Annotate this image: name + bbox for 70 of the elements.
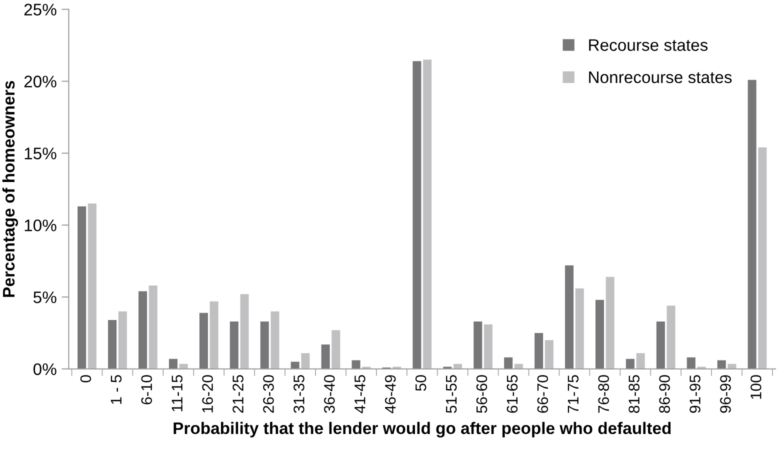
bar bbox=[118, 311, 127, 369]
bar bbox=[484, 324, 493, 369]
bar bbox=[656, 321, 665, 369]
bar bbox=[240, 294, 249, 369]
y-tick-label: 10% bbox=[24, 219, 56, 232]
bar bbox=[686, 357, 696, 369]
bar bbox=[332, 330, 340, 369]
bar bbox=[210, 301, 218, 369]
legend-label: Recourse states bbox=[589, 39, 708, 51]
y-axis-title: Percentage of homeowners bbox=[2, 80, 18, 297]
x-tick-label: 11-15 bbox=[172, 375, 183, 412]
y-tick-label: 20% bbox=[24, 76, 56, 88]
x-tick-label: 41-45 bbox=[354, 375, 366, 414]
y-tick-label: 15% bbox=[24, 148, 56, 160]
bar bbox=[595, 300, 604, 369]
bar bbox=[301, 353, 310, 369]
x-tick-label: 6-10 bbox=[141, 375, 152, 404]
x-tick-label: 61-65 bbox=[506, 375, 518, 413]
x-tick-label: 76-80 bbox=[598, 375, 610, 413]
legend-label: Nonrecourse states bbox=[589, 72, 732, 84]
bar bbox=[230, 321, 238, 369]
bar bbox=[199, 312, 208, 369]
x-tick-label: 0 bbox=[80, 375, 92, 382]
bar bbox=[321, 344, 330, 369]
y-tick-label: 0% bbox=[33, 363, 56, 376]
bar bbox=[270, 311, 280, 369]
x-tick-label: 36-40 bbox=[324, 375, 335, 413]
bar bbox=[748, 80, 756, 369]
bar bbox=[666, 306, 676, 369]
bar bbox=[504, 357, 513, 369]
bar bbox=[138, 291, 148, 369]
bar bbox=[88, 204, 96, 369]
bar bbox=[108, 320, 117, 369]
x-tick-label: 96-99 bbox=[720, 375, 731, 413]
x-axis-title: Probability that the lender would go after people who defaulted bbox=[174, 422, 671, 438]
y-tick-label: 5% bbox=[34, 291, 56, 304]
bar bbox=[260, 321, 269, 369]
bar bbox=[290, 362, 300, 369]
bar bbox=[717, 360, 726, 369]
bar bbox=[636, 353, 645, 369]
bar bbox=[626, 358, 634, 369]
bar bbox=[423, 60, 432, 369]
bar bbox=[352, 360, 360, 369]
bar bbox=[148, 286, 158, 369]
bar bbox=[474, 321, 482, 369]
x-tick-label: 66-70 bbox=[537, 375, 548, 413]
bar bbox=[606, 276, 614, 369]
x-tick-label: 1 - 5 bbox=[110, 375, 122, 404]
x-tick-label: 91-95 bbox=[690, 375, 700, 413]
bar bbox=[78, 206, 86, 369]
x-tick-label: 86-90 bbox=[659, 375, 670, 413]
bar bbox=[758, 147, 767, 369]
bar bbox=[565, 265, 574, 369]
x-tick-label: 56-60 bbox=[476, 375, 488, 413]
x-tick-label: 100 bbox=[750, 375, 762, 399]
x-tick-label: 51-55 bbox=[446, 375, 457, 413]
bar bbox=[575, 288, 584, 369]
bar bbox=[544, 340, 554, 369]
x-tick-label: 31-35 bbox=[294, 375, 304, 413]
bar bbox=[168, 358, 178, 369]
x-tick-label: 71-75 bbox=[568, 375, 579, 413]
x-tick-label: 81-85 bbox=[628, 375, 640, 413]
x-tick-label: 21-25 bbox=[232, 375, 244, 413]
bar bbox=[534, 332, 544, 369]
y-tick-label: 25% bbox=[24, 4, 56, 16]
x-tick-label: 50 bbox=[415, 375, 426, 391]
x-tick-label: 16-20 bbox=[202, 375, 213, 412]
x-tick-label: 26-30 bbox=[263, 375, 274, 413]
x-tick-label: 46-49 bbox=[384, 375, 396, 414]
bar bbox=[412, 61, 422, 369]
